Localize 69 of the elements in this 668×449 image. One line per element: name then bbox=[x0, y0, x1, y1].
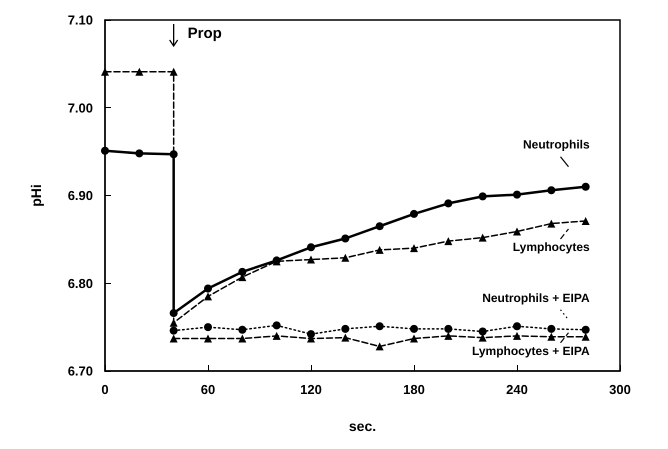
legend-label: Lymphocytes + EIPA bbox=[472, 344, 590, 358]
x-tick-label: 240 bbox=[506, 382, 528, 397]
y-tick-label: 6.80 bbox=[68, 276, 93, 291]
point bbox=[478, 234, 487, 242]
point bbox=[582, 182, 590, 191]
point bbox=[238, 326, 246, 334]
point bbox=[376, 246, 384, 254]
point bbox=[376, 322, 384, 330]
point bbox=[478, 192, 487, 200]
point bbox=[238, 268, 246, 276]
point bbox=[307, 243, 315, 252]
point bbox=[547, 332, 556, 341]
y-tick-label: 6.90 bbox=[68, 188, 93, 203]
point bbox=[272, 332, 281, 340]
point bbox=[582, 216, 590, 225]
point bbox=[204, 284, 212, 293]
point bbox=[513, 227, 521, 236]
point bbox=[170, 326, 178, 335]
annotation: Prop bbox=[188, 25, 222, 42]
point bbox=[341, 334, 350, 342]
point bbox=[101, 146, 109, 155]
point bbox=[410, 210, 418, 218]
y-tick-label: 6.70 bbox=[68, 364, 93, 378]
point bbox=[444, 199, 452, 208]
x-tick-label: 300 bbox=[609, 382, 631, 397]
point bbox=[547, 324, 556, 333]
point bbox=[444, 237, 452, 246]
point bbox=[135, 149, 144, 158]
point bbox=[307, 256, 315, 264]
point bbox=[341, 234, 350, 242]
point bbox=[376, 222, 384, 230]
point bbox=[582, 326, 590, 334]
point bbox=[513, 332, 521, 340]
point bbox=[135, 68, 144, 76]
point bbox=[170, 150, 178, 158]
point bbox=[170, 318, 178, 327]
point bbox=[204, 292, 212, 300]
point bbox=[547, 220, 556, 228]
point bbox=[272, 321, 281, 330]
x-tick-label: 180 bbox=[403, 382, 425, 397]
point bbox=[170, 68, 178, 76]
x-tick-label: 60 bbox=[200, 382, 216, 397]
point bbox=[376, 342, 384, 350]
point bbox=[444, 324, 452, 333]
point bbox=[547, 186, 556, 194]
y-tick-label: 7.10 bbox=[68, 12, 93, 28]
point bbox=[170, 309, 178, 318]
legend-label: Lymphocytes bbox=[512, 240, 590, 254]
x-tick-label: 120 bbox=[300, 382, 322, 397]
point bbox=[410, 334, 418, 343]
point bbox=[410, 324, 418, 333]
point bbox=[170, 334, 178, 343]
point bbox=[444, 332, 452, 340]
point bbox=[238, 334, 246, 343]
point bbox=[204, 323, 212, 332]
x-axis-title: sec. bbox=[348, 418, 376, 434]
point bbox=[478, 328, 487, 336]
y-tick-label: 7.00 bbox=[68, 100, 93, 116]
point bbox=[204, 334, 212, 343]
point bbox=[410, 244, 418, 252]
point bbox=[513, 322, 521, 330]
text: Neutrophils bbox=[523, 138, 590, 152]
x-tick-label: 0 bbox=[101, 382, 109, 397]
point bbox=[513, 190, 521, 199]
point bbox=[341, 324, 350, 333]
point bbox=[341, 254, 350, 262]
series-label: Neutrophils + EIPA bbox=[482, 290, 590, 305]
y-axis-title: pHi bbox=[28, 184, 44, 207]
point bbox=[582, 332, 590, 341]
